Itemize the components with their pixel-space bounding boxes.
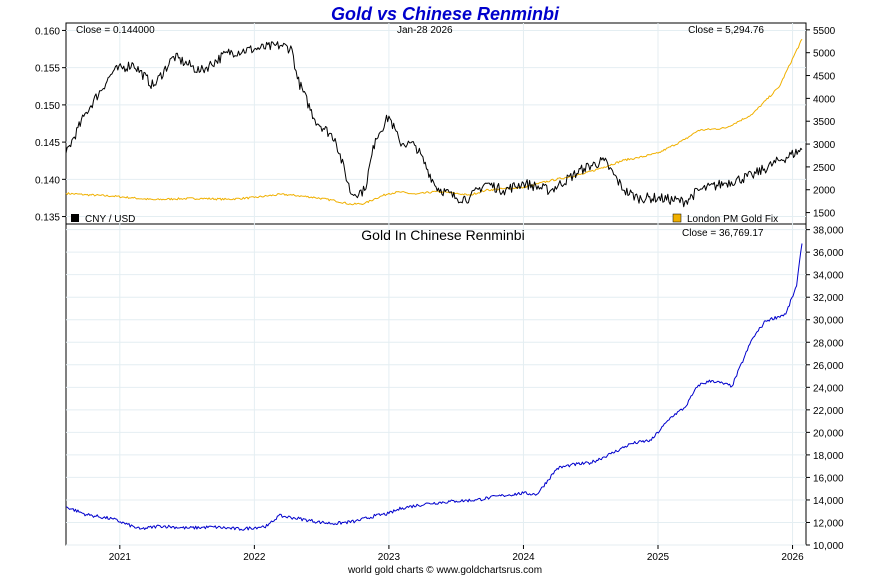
x-tick-label: 2022	[243, 552, 266, 563]
date-label: Jan-28 2026	[397, 25, 453, 36]
gold-legend-swatch	[672, 213, 682, 223]
y-tick-label-right: 4500	[813, 72, 836, 83]
x-tick-label: 2023	[378, 552, 401, 563]
cny-legend-label: CNY / USD	[85, 214, 135, 225]
lower-panel-title: Gold In Chinese Renminbi	[361, 227, 524, 243]
x-tick-label: 2026	[781, 552, 804, 563]
cny-usd-line	[65, 41, 803, 208]
y-tick-label-right: 16,000	[813, 473, 844, 484]
y-tick-label-right: 5000	[813, 49, 836, 60]
y-tick-label-left: 0.155	[35, 64, 60, 75]
y-tick-label-right: 28,000	[813, 338, 844, 349]
gold-in-renminbi-line	[65, 243, 803, 531]
axis-ticks: 0.160 0.155 0.150 0.145 0.140 0.135 5500 5000 45…	[35, 26, 844, 563]
cny-legend-swatch	[71, 214, 79, 222]
gold-close-label: Close = 5,294.76	[688, 25, 764, 36]
y-tick-label-right: 20,000	[813, 428, 844, 439]
series-lines	[65, 38, 803, 531]
y-tick-label-left: 0.135	[35, 213, 60, 224]
y-tick-label-left: 0.160	[35, 26, 60, 37]
cny-close-label: Close = 0.144000	[76, 25, 155, 36]
y-tick-label-left: 0.150	[35, 101, 60, 112]
y-tick-label-right: 3500	[813, 117, 836, 128]
y-tick-label-right: 2000	[813, 186, 836, 197]
renminbi-close-label: Close = 36,769.17	[682, 228, 764, 239]
y-tick-label-right: 18,000	[813, 451, 844, 462]
x-tick-label: 2025	[647, 552, 670, 563]
y-tick-label-right: 1500	[813, 209, 836, 220]
y-tick-label-right: 22,000	[813, 406, 844, 417]
y-tick-label-right: 14,000	[813, 496, 844, 507]
y-tick-label-right: 38,000	[813, 226, 844, 237]
y-tick-label-right: 32,000	[813, 293, 844, 304]
y-tick-label-right: 12,000	[813, 518, 844, 529]
y-tick-label-right: 4000	[813, 94, 836, 105]
y-tick-label-right: 2500	[813, 163, 836, 174]
y-tick-label-right: 30,000	[813, 316, 844, 327]
y-tick-label-right: 26,000	[813, 361, 844, 372]
grid-lines	[66, 23, 806, 546]
y-tick-label-right: 5500	[813, 26, 836, 37]
footer-credit: world gold charts © www.goldchartsrus.co…	[347, 565, 542, 575]
y-tick-label-left: 0.145	[35, 138, 60, 149]
y-tick-label-right: 36,000	[813, 248, 844, 259]
y-tick-label-right: 24,000	[813, 383, 844, 394]
x-tick-label: 2024	[512, 552, 535, 563]
gold-legend-label: London PM Gold Fix	[687, 214, 778, 225]
plot-frame	[65, 22, 807, 546]
y-tick-label-right: 3000	[813, 140, 836, 151]
y-tick-label-right: 34,000	[813, 271, 844, 282]
chart-title: Gold vs Chinese Renminbi	[331, 4, 560, 24]
x-tick-label: 2021	[109, 552, 132, 563]
gold-usd-line	[65, 38, 803, 206]
y-tick-label-left: 0.140	[35, 175, 60, 186]
y-tick-label-right: 10,000	[813, 541, 844, 552]
